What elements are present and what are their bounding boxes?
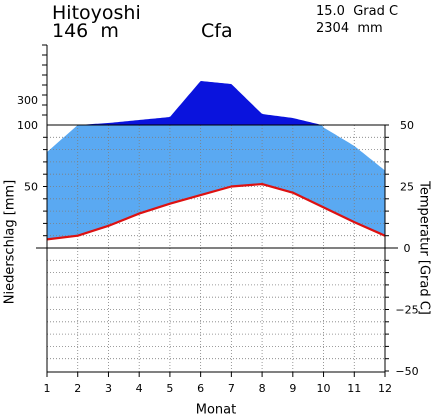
- month-tick-label: 10: [317, 382, 331, 395]
- y-axis-label-precipitation: Niederschlag [mm]: [2, 179, 18, 305]
- right-tick-label: −25: [395, 304, 418, 317]
- x-axis-label: Monat: [195, 402, 237, 418]
- left-tick-label: 300: [17, 94, 38, 107]
- chart-fills: [47, 81, 385, 240]
- month-tick-label: 7: [228, 382, 235, 395]
- chart-axes: [36, 44, 398, 377]
- month-tick-label: 4: [136, 382, 143, 395]
- month-tick-label: 11: [347, 382, 361, 395]
- month-tick-label: 12: [378, 382, 392, 395]
- humid-area: [47, 125, 385, 240]
- month-tick-label: 9: [289, 382, 296, 395]
- month-tick-label: 5: [166, 382, 173, 395]
- temperature-series: [46, 182, 386, 241]
- right-tick-label: 50: [400, 119, 414, 132]
- mean-annual-temperature: 15.0 Grad C: [316, 4, 399, 19]
- climate-classification: Cfa: [201, 20, 233, 42]
- month-tick-label: 6: [197, 382, 204, 395]
- left-tick-label: 50: [24, 181, 38, 194]
- annual-precipitation: 2304 mm: [316, 21, 383, 36]
- left-tick-label: 100: [17, 119, 38, 132]
- month-tick-label: 2: [74, 382, 81, 395]
- month-tick-label: 8: [259, 382, 266, 395]
- station-elevation: 146 m: [52, 20, 119, 42]
- perhumid-area: [47, 81, 385, 125]
- temperature-line: [46, 182, 386, 241]
- right-tick-label: 0: [404, 242, 411, 255]
- right-tick-label: 25: [400, 181, 414, 194]
- right-tick-label: −50: [395, 365, 418, 378]
- y-axis-label-temperature: Temperatur [Grad C]: [416, 181, 432, 315]
- month-tick-label: 3: [105, 382, 112, 395]
- station-name: Hitoyoshi: [52, 2, 141, 24]
- month-tick-label: 1: [44, 382, 51, 395]
